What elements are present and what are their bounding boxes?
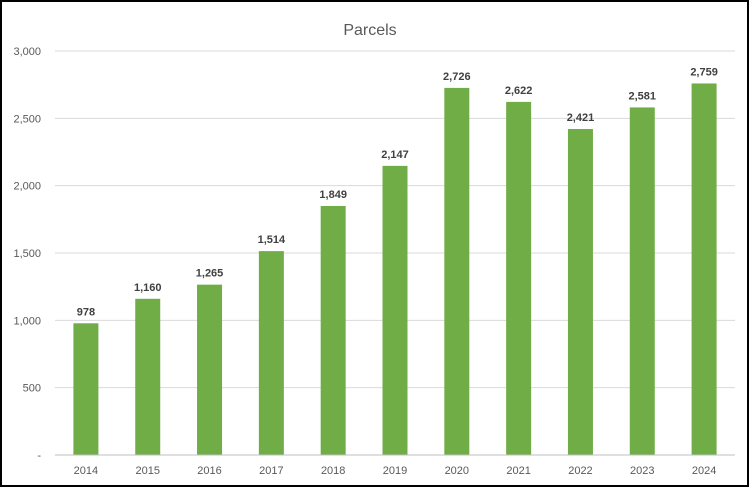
data-label-2024: 2,759 bbox=[690, 66, 718, 78]
bar-2022 bbox=[567, 128, 593, 456]
y-tick-label: 1,000 bbox=[13, 315, 41, 327]
y-tick-label: 2,000 bbox=[13, 181, 41, 193]
x-tick-label: 2021 bbox=[506, 465, 530, 477]
x-tick-label: 2014 bbox=[74, 465, 98, 477]
bar-2015 bbox=[135, 298, 161, 455]
x-tick-label: 2018 bbox=[321, 465, 345, 477]
data-label-2015: 1,160 bbox=[134, 282, 162, 294]
y-tick-label: 500 bbox=[23, 383, 41, 395]
data-labels: 978 1,160 1,265 1,514 1,849 2,147 2,726 2,622 2,… bbox=[77, 66, 718, 318]
bar-2023 bbox=[629, 107, 655, 456]
x-tick-label: 2015 bbox=[135, 465, 159, 477]
bar-2016 bbox=[197, 284, 223, 455]
x-tick-label: 2017 bbox=[259, 465, 283, 477]
bar-2019 bbox=[382, 165, 408, 455]
y-axis-ticks: - 500 1,000 1,500 2,000 2,500 3,000 bbox=[13, 46, 41, 462]
x-tick-label: 2020 bbox=[445, 465, 469, 477]
data-label-2023: 2,581 bbox=[629, 90, 657, 102]
x-tick-label: 2016 bbox=[197, 465, 221, 477]
x-tick-label: 2022 bbox=[568, 465, 592, 477]
bar-2014 bbox=[73, 323, 99, 455]
data-label-2016: 1,265 bbox=[196, 268, 224, 280]
data-label-2020: 2,726 bbox=[443, 71, 471, 83]
bar-2018 bbox=[320, 206, 346, 455]
x-axis-ticks: 2014 2015 2016 2017 2018 2019 2020 2021 2022 2023… bbox=[74, 465, 717, 477]
x-tick-label: 2024 bbox=[692, 465, 716, 477]
bar-2024 bbox=[691, 83, 717, 456]
y-tick-label: 1,500 bbox=[13, 248, 41, 260]
bar-2020 bbox=[444, 87, 470, 455]
y-tick-label: 3,000 bbox=[13, 46, 41, 58]
data-label-2021: 2,622 bbox=[505, 85, 533, 97]
data-label-2019: 2,147 bbox=[381, 149, 409, 161]
bar-2021 bbox=[506, 101, 532, 456]
x-tick-label: 2023 bbox=[630, 465, 654, 477]
data-label-2022: 2,421 bbox=[567, 112, 595, 124]
chart-title: Parcels bbox=[343, 22, 396, 39]
data-label-2017: 1,514 bbox=[258, 234, 286, 246]
gridlines bbox=[55, 50, 735, 389]
bar-2017 bbox=[258, 251, 284, 455]
data-label-2014: 978 bbox=[77, 306, 95, 318]
data-label-2018: 1,849 bbox=[319, 189, 347, 201]
y-tick-label: 2,500 bbox=[13, 113, 41, 125]
bars bbox=[73, 83, 717, 456]
y-tick-label: - bbox=[37, 450, 41, 462]
x-tick-label: 2019 bbox=[383, 465, 407, 477]
